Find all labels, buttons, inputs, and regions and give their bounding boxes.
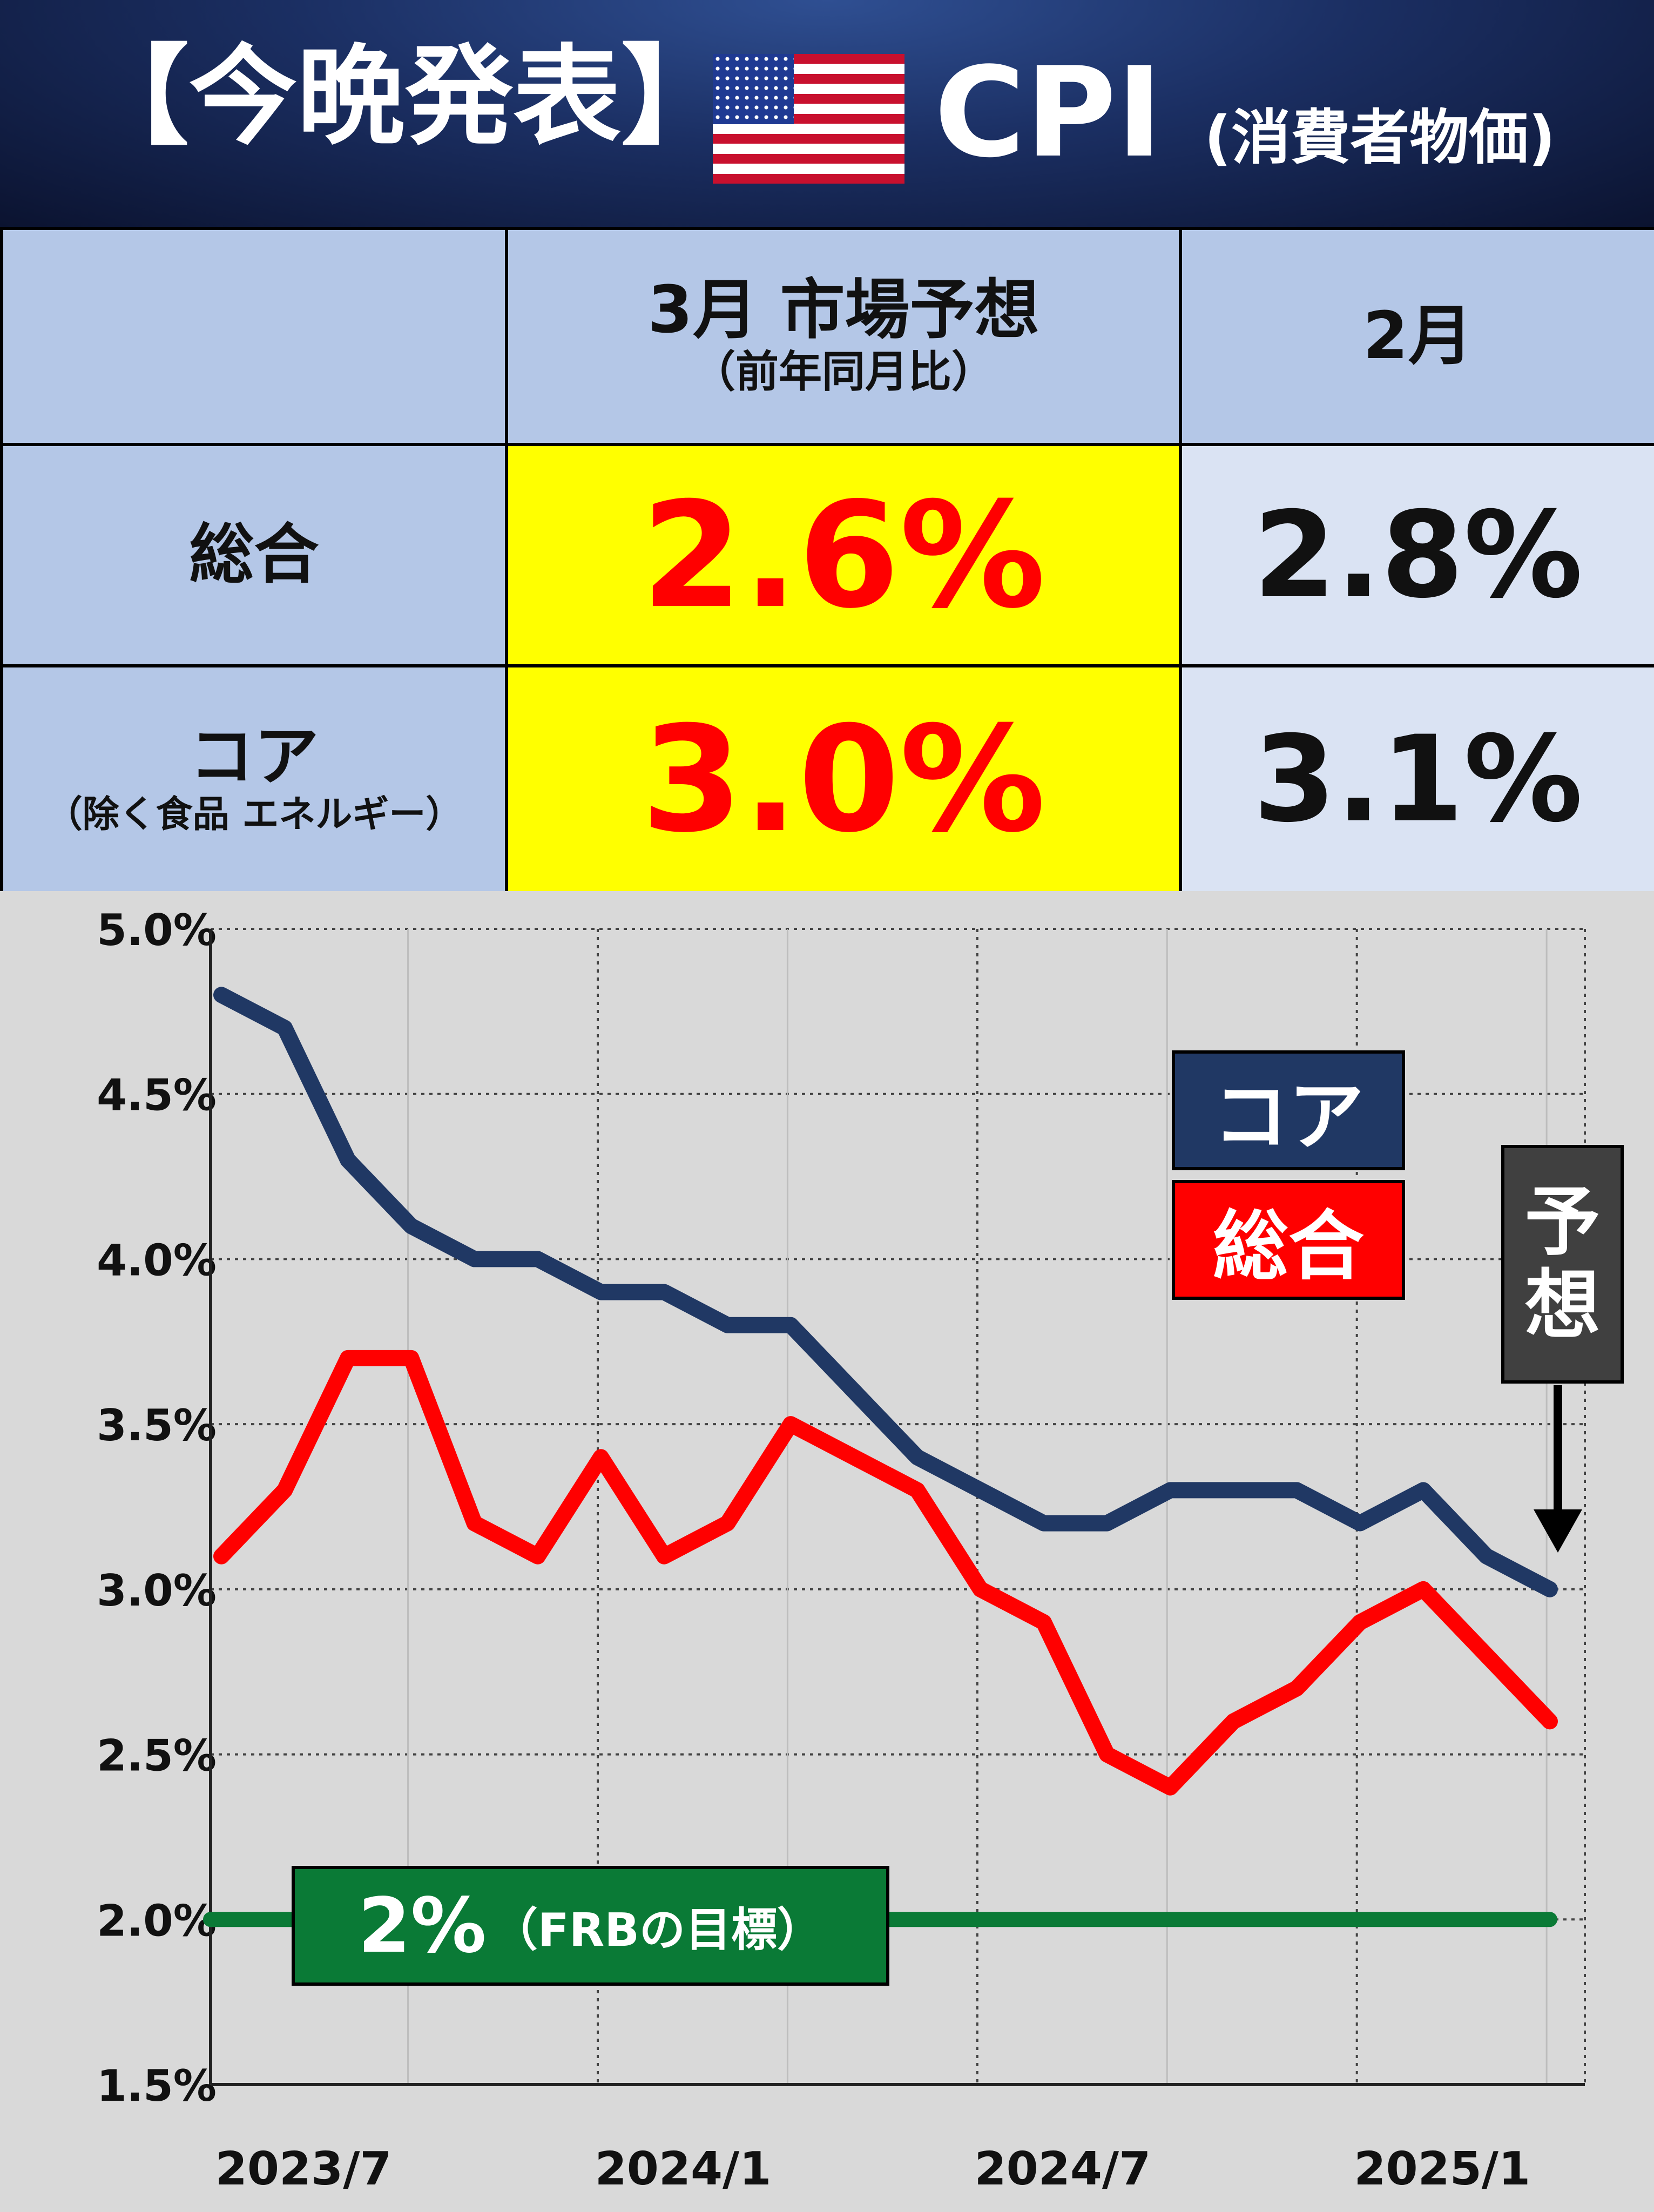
forecast-annotation-char: 予 — [1524, 1178, 1601, 1266]
core-cpi-line — [213, 987, 1558, 1597]
table-row: 総合 2.6% 2.8% — [0, 443, 1654, 667]
forecast-value: 3.0% — [505, 664, 1182, 894]
us-flag-icon — [713, 54, 904, 184]
prev-header-cell: 2月 — [1179, 227, 1654, 446]
previous-value: 3.1% — [1179, 664, 1654, 894]
forecast-arrow-head — [1534, 1509, 1582, 1553]
y-tick-label: 2.0% — [97, 1896, 217, 1946]
y-tick-label: 2.5% — [97, 1731, 217, 1781]
x-tick-label: 2023/7 — [215, 2142, 392, 2196]
cpi-line-chart: 5.0% 4.5% 4.0% 3.5% 3.0% 2.5% 2.0% 1.5% 2023/7 20… — [0, 891, 1654, 2212]
x-tick-label: 2024/1 — [595, 2142, 772, 2196]
y-tick-label: 1.5% — [97, 2061, 217, 2111]
y-tick-label: 4.5% — [97, 1070, 217, 1121]
table-header-row: 3月 市場予想 （前年同月比） 2月 — [0, 227, 1654, 446]
row-label-cell: コア （除く食品 エネルギー） — [0, 664, 508, 894]
forecast-header-sublabel: （前年同月比） — [692, 347, 995, 397]
y-tick-label: 5.0% — [97, 905, 217, 955]
indicator-subtitle: (消費者物価) — [1204, 103, 1556, 172]
forecast-annotation-char: 想 — [1524, 1262, 1601, 1350]
empty-header-cell — [0, 227, 508, 446]
forecast-annotation: 予 想 — [1501, 1145, 1624, 1384]
chart-svg: 5.0% 4.5% 4.0% 3.5% 3.0% 2.5% 2.0% 1.5% 2023/7 20… — [97, 905, 1586, 2196]
page-title: 【今晩発表】 — [81, 34, 730, 160]
frb-target-label: 2% （FRBの目標） — [292, 1866, 889, 1986]
legend-headline: 総合 — [1172, 1180, 1405, 1300]
row-label: コア — [189, 719, 319, 795]
frb-target-value: 2% — [358, 1881, 487, 1970]
y-tick-label: 4.0% — [97, 1235, 217, 1285]
headline-cpi-line — [213, 1350, 1558, 1796]
row-label-cell: 総合 — [0, 443, 508, 667]
forecast-header-cell: 3月 市場予想 （前年同月比） — [505, 227, 1182, 446]
forecast-value: 2.6% — [505, 443, 1182, 667]
frb-target-caption: （FRBの目標） — [491, 1903, 823, 1957]
y-tick-label: 3.0% — [97, 1566, 217, 1616]
legend-core: コア — [1172, 1050, 1405, 1170]
table-row: コア （除く食品 エネルギー） 3.0% 3.1% — [0, 664, 1654, 894]
previous-value: 2.8% — [1179, 443, 1654, 667]
row-label: 総合 — [189, 517, 319, 592]
prev-header-label: 2月 — [1363, 299, 1473, 374]
indicator-name: CPI — [934, 41, 1163, 185]
forecast-table: 3月 市場予想 （前年同月比） 2月 総合 2.6% 2.8% コア （除く食品… — [0, 227, 1654, 894]
x-tick-label: 2025/1 — [1354, 2142, 1530, 2196]
x-tick-label: 2024/7 — [974, 2142, 1151, 2196]
row-sublabel: （除く食品 エネルギー） — [45, 793, 463, 837]
y-tick-label: 3.5% — [97, 1400, 217, 1451]
header-banner: 【今晩発表】 CPI (消費者物価) — [0, 0, 1654, 227]
forecast-header-label: 3月 市場予想 — [647, 273, 1039, 348]
